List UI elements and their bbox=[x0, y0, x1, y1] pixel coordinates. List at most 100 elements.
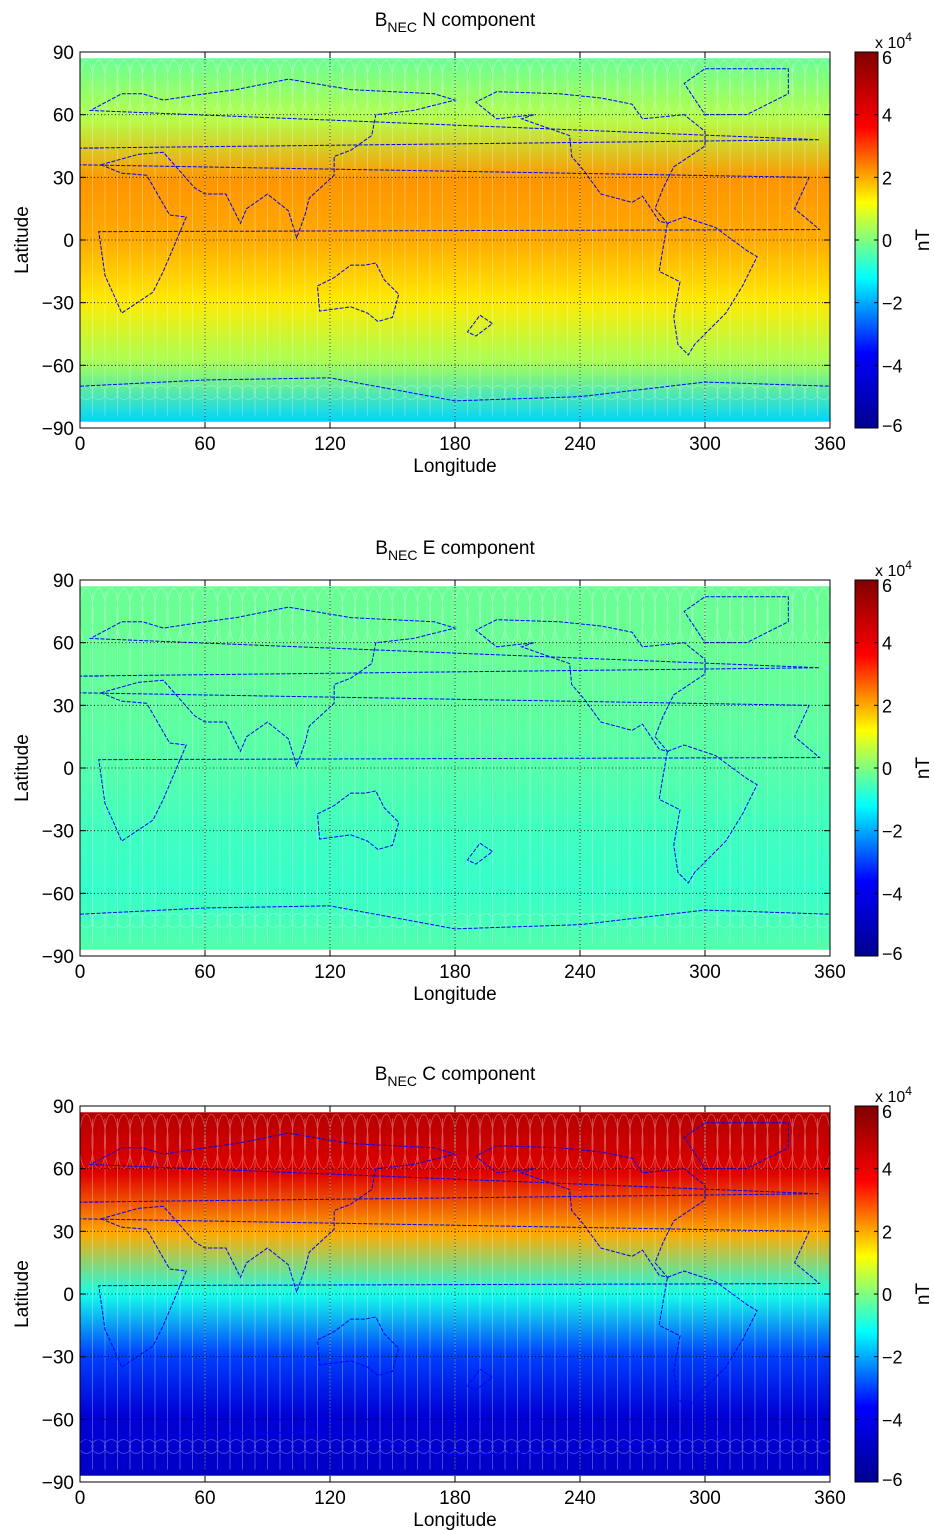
colorbar-tick-label: 0 bbox=[882, 231, 892, 251]
colorbar-tick-label: 0 bbox=[882, 759, 892, 779]
y-axis-label: Latitude bbox=[12, 206, 33, 274]
x-tick-label: 0 bbox=[75, 962, 86, 983]
y-tick-label: 30 bbox=[53, 168, 74, 189]
colorbar-exponent-base: x 10 bbox=[875, 1089, 905, 1106]
x-tick-label: 300 bbox=[689, 962, 721, 983]
y-tick-label: −60 bbox=[42, 356, 74, 377]
grid-lines bbox=[80, 1106, 830, 1482]
x-tick-label: 0 bbox=[75, 434, 86, 455]
panel-2: 0 60 120 180 240 300 3609060300−30−60−90Longit… bbox=[12, 1064, 934, 1531]
colorbar-tick-label: 0 bbox=[882, 1285, 892, 1305]
y-axis-label: Latitude bbox=[12, 1260, 33, 1328]
y-tick-label: −60 bbox=[42, 1410, 74, 1431]
title-subscript: NEC bbox=[387, 1073, 417, 1089]
coastlines bbox=[79, 1122, 831, 1456]
y-tick-label: −30 bbox=[42, 822, 74, 843]
y-tick-label: −90 bbox=[42, 419, 74, 440]
colorbar-tick-label: −4 bbox=[882, 356, 903, 376]
grid-lines bbox=[80, 580, 830, 956]
y-tick-label: 30 bbox=[53, 1222, 74, 1243]
colorbar-label: nT bbox=[913, 1283, 934, 1306]
x-axis-label: Longitude bbox=[413, 1510, 496, 1531]
x-tick-label: 300 bbox=[689, 1488, 721, 1509]
orbit-tracks bbox=[79, 1114, 831, 1470]
title-main: B bbox=[375, 1064, 388, 1085]
coastlines bbox=[79, 596, 831, 930]
colorbar-tick-label: −2 bbox=[882, 822, 903, 842]
x-tick-label: 300 bbox=[689, 434, 721, 455]
x-tick-label: 360 bbox=[814, 434, 846, 455]
x-tick-label: 60 bbox=[194, 1488, 215, 1509]
colorbar-exponent: x 104 bbox=[875, 558, 912, 580]
y-tick-label: −90 bbox=[42, 1473, 74, 1494]
grid-lines bbox=[80, 52, 830, 428]
x-tick-label: 0 bbox=[75, 1488, 86, 1509]
colorbar-exponent-power: 4 bbox=[905, 558, 912, 572]
colorbar-tick-label: −2 bbox=[882, 294, 903, 314]
y-tick-label: −90 bbox=[42, 947, 74, 968]
y-tick-label: 60 bbox=[53, 1160, 74, 1181]
title-subscript: NEC bbox=[388, 547, 418, 563]
colorbar-exponent: x 104 bbox=[875, 1084, 912, 1106]
colorbar-exponent: x 104 bbox=[875, 30, 912, 52]
x-tick-label: 360 bbox=[814, 962, 846, 983]
x-tick-label: 180 bbox=[439, 1488, 471, 1509]
colorbar-tick-label: −4 bbox=[882, 1410, 903, 1430]
title-main: B bbox=[375, 10, 388, 31]
colorbar-tick-label: 2 bbox=[882, 168, 892, 188]
y-tick-label: 30 bbox=[53, 696, 74, 717]
title-rest: E component bbox=[418, 538, 536, 559]
x-tick-label: 120 bbox=[314, 962, 346, 983]
colorbar-tick-label: 6 bbox=[882, 48, 892, 68]
colorbar-exponent-power: 4 bbox=[905, 1084, 912, 1098]
colorbar-tick-label: −6 bbox=[882, 416, 903, 436]
colorbar-tick-label: −4 bbox=[882, 884, 903, 904]
x-axis-label: Longitude bbox=[413, 456, 496, 477]
x-tick-label: 60 bbox=[194, 962, 215, 983]
colorbar-tick-label: −6 bbox=[882, 944, 903, 964]
colorbar-tick-label: 2 bbox=[882, 696, 892, 716]
y-tick-label: 0 bbox=[63, 759, 74, 780]
x-tick-label: 180 bbox=[439, 434, 471, 455]
panel-1: 0 60 120 180 240 300 3609060300−30−60−90Longit… bbox=[12, 538, 934, 1005]
x-tick-label: 240 bbox=[564, 962, 596, 983]
y-tick-label: −30 bbox=[42, 294, 74, 315]
chart-title: BNEC C component bbox=[375, 1064, 536, 1089]
y-tick-label: −30 bbox=[42, 1348, 74, 1369]
colorbar-exponent-base: x 10 bbox=[875, 563, 905, 580]
colorbar-exponent-power: 4 bbox=[905, 30, 912, 44]
y-axis-label: Latitude bbox=[12, 734, 33, 802]
colorbar-label: nT bbox=[913, 757, 934, 780]
x-axis-label: Longitude bbox=[413, 984, 496, 1005]
colorbar-tick-label: −6 bbox=[882, 1470, 903, 1490]
colorbar-tick-label: 6 bbox=[882, 576, 892, 596]
title-rest: C component bbox=[417, 1064, 536, 1085]
y-tick-label: 60 bbox=[53, 634, 74, 655]
colorbar-tick-label: −2 bbox=[882, 1348, 903, 1368]
panel-0: 0 60 120 180 240 300 3609060300−30−60−90Longit… bbox=[12, 10, 934, 477]
x-tick-label: 240 bbox=[564, 434, 596, 455]
colorbar-tick-label: 4 bbox=[882, 106, 892, 126]
x-tick-label: 120 bbox=[314, 1488, 346, 1509]
title-main: B bbox=[375, 538, 388, 559]
colorbar-tick-label: 4 bbox=[882, 634, 892, 654]
colorbar-label: nT bbox=[913, 229, 934, 252]
y-tick-label: 60 bbox=[53, 106, 74, 127]
coastlines bbox=[79, 68, 831, 402]
colorbar-tick-label: 4 bbox=[882, 1160, 892, 1180]
y-tick-label: 0 bbox=[63, 1285, 74, 1306]
y-tick-label: −60 bbox=[42, 884, 74, 905]
chart-title: BNEC N component bbox=[375, 10, 536, 35]
x-tick-label: 240 bbox=[564, 1488, 596, 1509]
chart-title: BNEC E component bbox=[375, 538, 535, 563]
x-tick-label: 60 bbox=[194, 434, 215, 455]
colorbar-tick-label: 2 bbox=[882, 1222, 892, 1242]
title-rest: N component bbox=[417, 10, 536, 31]
x-tick-label: 360 bbox=[814, 1488, 846, 1509]
title-subscript: NEC bbox=[387, 19, 417, 35]
y-tick-label: 90 bbox=[53, 43, 74, 64]
x-tick-label: 180 bbox=[439, 962, 471, 983]
y-tick-label: 90 bbox=[53, 571, 74, 592]
y-tick-label: 90 bbox=[53, 1097, 74, 1118]
